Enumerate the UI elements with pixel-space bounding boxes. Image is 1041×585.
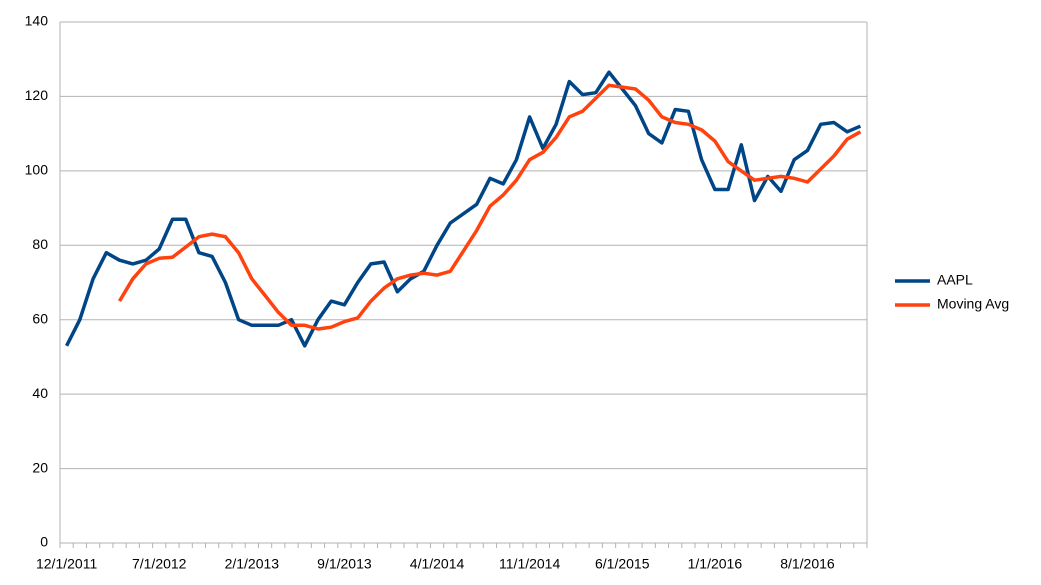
legend-label: AAPL <box>937 272 973 288</box>
y-tick-label: 100 <box>25 162 49 178</box>
y-tick-label: 80 <box>32 236 48 252</box>
x-tick-label: 4/1/2014 <box>410 556 465 572</box>
y-tick-label: 60 <box>32 310 48 326</box>
x-tick-label: 1/1/2016 <box>688 556 743 572</box>
x-tick-label: 7/1/2012 <box>132 556 187 572</box>
data-line <box>65 70 862 348</box>
y-tick-label: 0 <box>40 534 48 550</box>
x-tick-label: 11/1/2014 <box>499 556 560 572</box>
y-tick-label: 20 <box>32 459 48 475</box>
y-tick-label: 140 <box>25 13 49 29</box>
x-tick-label: 9/1/2013 <box>317 556 372 572</box>
x-tick-label: 6/1/2015 <box>595 556 650 572</box>
data-line <box>117 83 862 331</box>
y-tick-label: 120 <box>25 87 49 103</box>
x-tick-label: 8/1/2016 <box>780 556 835 572</box>
x-tick-label: 2/1/2013 <box>225 556 280 572</box>
legend-label: Moving Avg <box>937 296 1009 312</box>
x-tick-label: 12/1/2011 <box>36 556 97 572</box>
y-tick-label: 40 <box>32 385 48 401</box>
